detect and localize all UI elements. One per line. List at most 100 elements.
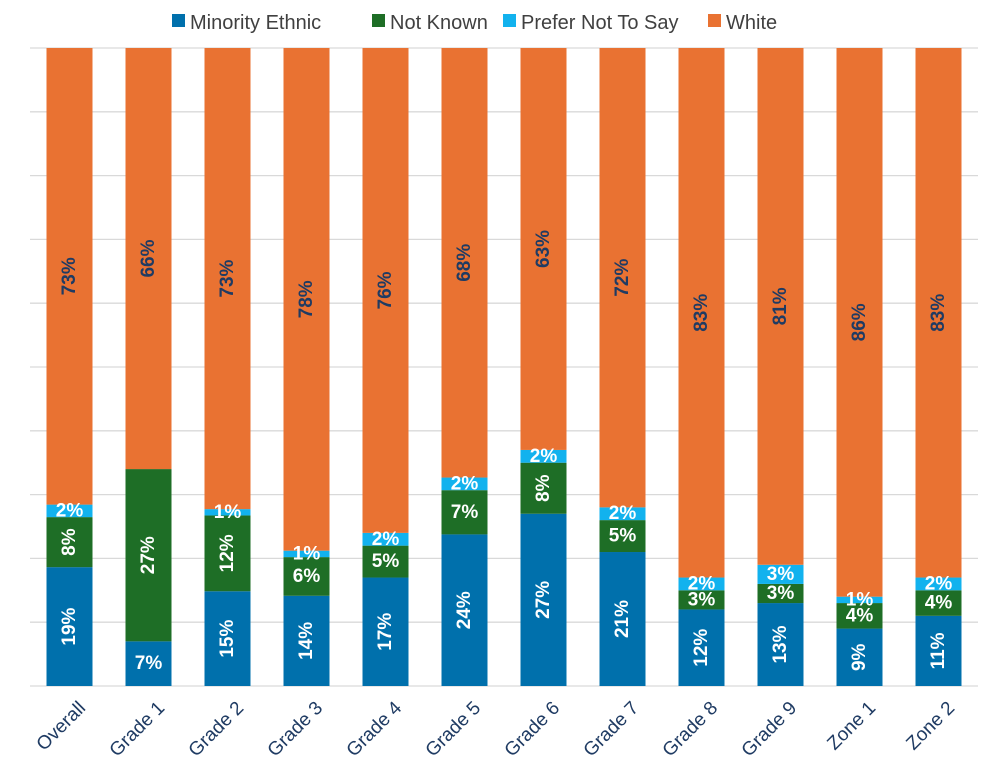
data-label: 7%	[135, 653, 163, 674]
bar-segment	[757, 564, 804, 584]
bar-segment	[362, 577, 409, 686]
data-label: 3%	[688, 589, 716, 610]
bar-segment	[678, 577, 725, 591]
data-label: 12%	[691, 629, 712, 667]
bar-segment	[125, 48, 172, 470]
bar-segment	[757, 603, 804, 686]
bar-segment	[599, 552, 646, 686]
data-label: 76%	[375, 271, 396, 309]
legend-label: Minority Ethnic	[190, 12, 321, 34]
data-label: 11%	[928, 632, 949, 669]
bar-segment	[204, 48, 251, 510]
bar-segment	[441, 48, 488, 478]
data-label: 13%	[770, 625, 791, 663]
data-label: 72%	[612, 259, 633, 297]
data-label: 83%	[691, 294, 712, 332]
data-label: 66%	[138, 239, 159, 277]
bar-segment	[441, 534, 488, 686]
bar-segment	[362, 545, 409, 578]
bar-segment	[915, 577, 962, 591]
x-tick-label: Grade 6	[501, 698, 564, 761]
data-label: 6%	[293, 566, 321, 587]
bar-segment	[362, 48, 409, 533]
legend: Minority Ethnic Not Known Prefer Not To Sa…	[172, 12, 777, 34]
bar-segment	[836, 628, 883, 686]
data-label: 27%	[533, 581, 554, 619]
bar-segment	[520, 449, 567, 463]
data-label: 1%	[846, 589, 874, 610]
data-label: 15%	[217, 620, 238, 658]
data-label: 21%	[612, 600, 633, 638]
bar-segment	[915, 48, 962, 578]
legend-swatch	[172, 14, 185, 27]
data-label: 2%	[688, 573, 716, 594]
bar-segment	[520, 462, 567, 514]
data-label: 2%	[451, 473, 479, 494]
bar-segment	[283, 557, 330, 596]
x-tick-label: Overall	[33, 698, 90, 755]
bar-segment	[915, 615, 962, 686]
data-label: 17%	[375, 613, 396, 651]
data-label: 2%	[372, 529, 400, 550]
bar-segment	[757, 583, 804, 604]
data-label: 2%	[925, 573, 953, 594]
data-label: 5%	[609, 526, 637, 547]
data-label: 73%	[59, 257, 80, 295]
data-label: 86%	[849, 303, 870, 341]
bar-segment	[836, 603, 883, 629]
bar-segment	[204, 509, 251, 516]
x-tick-label: Zone 2	[902, 698, 959, 755]
data-label: 2%	[530, 446, 558, 467]
legend-label: Prefer Not To Say	[521, 12, 678, 34]
legend-label: Not Known	[390, 12, 488, 34]
bar-segment	[599, 507, 646, 521]
legend-swatch	[708, 14, 721, 27]
bar-segment	[46, 517, 93, 568]
legend-swatch	[503, 14, 516, 27]
bar-segment	[520, 513, 567, 686]
data-label: 3%	[767, 583, 795, 604]
x-tick-label: Grade 5	[422, 698, 485, 761]
data-label: 1%	[214, 502, 242, 523]
bar-segment	[599, 520, 646, 553]
legend-label: White	[726, 12, 777, 34]
bar-segment	[362, 532, 409, 546]
bar-segment	[46, 567, 93, 686]
data-label: 63%	[533, 230, 554, 268]
x-tick-label: Grade 8	[659, 698, 722, 761]
x-tick-label: Grade 7	[580, 698, 643, 761]
x-tick-label: Grade 9	[738, 698, 801, 761]
data-label: 4%	[846, 605, 874, 626]
bar-segment	[757, 48, 804, 565]
data-label: 78%	[296, 280, 317, 318]
x-tick-label: Grade 4	[343, 697, 407, 761]
data-label: 9%	[849, 643, 870, 671]
x-tick-label: Zone 1	[823, 698, 880, 755]
data-label: 12%	[217, 534, 238, 572]
x-axis: Overall Grade 1 Grade 2 Grade 3 Grade 4 Grade…	[33, 697, 959, 761]
data-label: 1%	[293, 543, 321, 564]
bar-segment	[678, 590, 725, 610]
bar-segment	[125, 641, 172, 686]
bar-segment	[836, 596, 883, 604]
bar-segment	[520, 48, 567, 450]
data-label: 8%	[59, 528, 80, 556]
bar-segment	[283, 48, 330, 551]
data-label: 27%	[138, 536, 159, 574]
bar-segment	[836, 48, 883, 597]
data-label: 14%	[296, 622, 317, 660]
bar-segment	[125, 469, 172, 642]
data-label: 83%	[928, 294, 949, 332]
bars	[46, 48, 962, 686]
data-label: 5%	[372, 551, 400, 572]
data-label: 7%	[451, 502, 479, 523]
data-label: 19%	[59, 607, 80, 645]
bar-segment	[441, 490, 488, 535]
bar-segment	[46, 48, 93, 505]
data-label: 68%	[454, 244, 475, 282]
bar-segment	[46, 504, 93, 518]
bar-segment	[915, 590, 962, 616]
data-label: 3%	[767, 564, 795, 585]
x-tick-label: Grade 2	[185, 698, 248, 761]
